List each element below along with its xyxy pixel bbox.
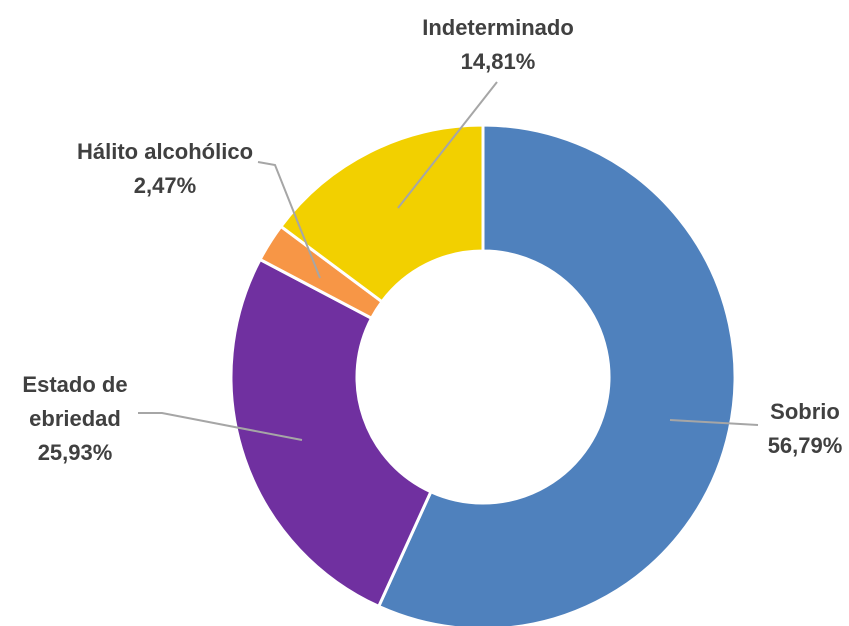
category-label: Sobrio [770,399,840,424]
category-label: Hálito alcohólico [76,139,254,164]
leader-line [138,412,303,441]
leader-line [397,81,498,209]
value-label: 25,93% [37,440,113,465]
donut-slice [278,123,485,304]
leader-line [669,419,759,426]
data-label: Estado de ebriedad 25,93% [15,368,135,470]
data-label: Hálito alcohólico 2,47% [77,135,253,203]
category-label: Estado de ebriedad [22,372,128,431]
donut-slice [376,123,737,626]
leader-lines [138,81,759,441]
value-label: 56,79% [767,433,843,458]
data-label: Indeterminado 14,81% [422,11,574,79]
donut-slice [229,257,433,609]
category-label: Indeterminado [422,15,574,40]
value-label: 14,81% [460,49,536,74]
data-label: Sobrio 56,79% [768,395,843,463]
leader-line [257,161,321,279]
value-label: 2,47% [133,173,197,198]
